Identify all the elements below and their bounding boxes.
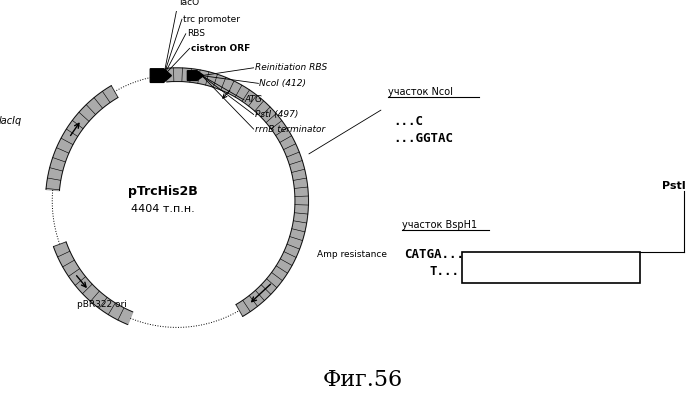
Polygon shape — [166, 68, 308, 316]
Text: PstI: PstI — [662, 181, 686, 191]
Text: lacO: lacO — [179, 0, 199, 7]
Text: ...C: ...C — [393, 115, 423, 127]
Text: Reinitiation RBS: Reinitiation RBS — [254, 63, 327, 73]
Text: ...GGTAC: ...GGTAC — [393, 132, 453, 145]
Text: PstI (497): PstI (497) — [254, 110, 298, 119]
Text: ATG: ATG — [245, 96, 263, 104]
Polygon shape — [53, 242, 133, 325]
Text: RBS: RBS — [187, 29, 205, 38]
Text: Amp resistance: Amp resistance — [317, 250, 387, 260]
Text: CATGA...: CATGA... — [405, 248, 464, 261]
Text: участок NcoI: участок NcoI — [388, 87, 453, 97]
Text: 4404 т.п.н.: 4404 т.п.н. — [131, 204, 194, 214]
Text: P. alba HGS: P. alba HGS — [511, 261, 591, 274]
Polygon shape — [187, 71, 203, 80]
Text: участок BspH1: участок BspH1 — [403, 220, 477, 230]
Text: trc promoter: trc promoter — [183, 15, 240, 24]
Polygon shape — [150, 69, 171, 82]
Text: rrnB terminator: rrnB terminator — [254, 124, 325, 133]
Text: NcoI (412): NcoI (412) — [259, 79, 306, 88]
Text: cistron ORF: cistron ORF — [191, 44, 250, 53]
Text: pTrcHis2B: pTrcHis2B — [128, 185, 197, 198]
Bar — [462, 252, 640, 283]
Polygon shape — [46, 86, 118, 191]
Text: Фиг.56: Фиг.56 — [323, 369, 403, 391]
Text: T...: T... — [429, 265, 459, 278]
Text: pBR322 ori: pBR322 ori — [77, 300, 127, 309]
Text: lacIq: lacIq — [0, 116, 22, 126]
